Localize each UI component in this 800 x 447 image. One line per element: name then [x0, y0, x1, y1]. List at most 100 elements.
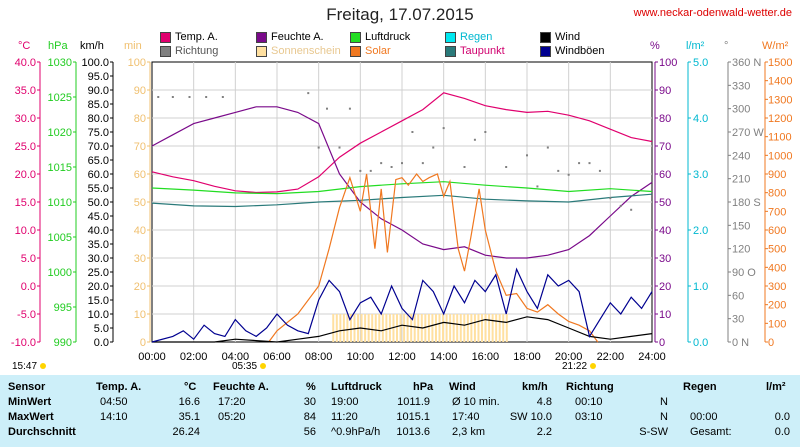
y-tick-label-humidity: 40 — [659, 225, 671, 237]
y-tick-label-temp: 35.0 — [15, 85, 36, 97]
y-tick-label-wind: 60.0 — [88, 169, 109, 181]
header-humidity: Feuchte A. — [213, 381, 269, 393]
y-tick-label-pressure: 1030 — [48, 57, 72, 69]
y-tick-label-pressure: 995 — [54, 302, 72, 314]
y-tick-label-direction: 30 — [732, 314, 744, 326]
point-richtung — [557, 169, 560, 172]
series-feuchte-a- — [151, 106, 653, 259]
sun-icon — [39, 363, 46, 370]
point-richtung — [473, 138, 476, 141]
point-richtung — [369, 169, 372, 172]
legend-swatch — [540, 45, 551, 57]
legend-solar: Solar — [350, 45, 391, 57]
point-richtung — [317, 146, 320, 149]
sunrise-icon — [259, 363, 266, 370]
unit-rain: l/m² — [686, 40, 705, 52]
legend-label: Regen — [460, 31, 493, 43]
point-richtung — [338, 146, 341, 149]
legend-label: Temp. A. — [175, 31, 218, 43]
y-tick-label-pressure: 1010 — [48, 197, 72, 209]
point-richtung — [326, 107, 328, 110]
point-richtung — [546, 146, 549, 149]
legend-humidity: Feuchte A. — [256, 31, 324, 43]
point-richtung — [221, 96, 224, 98]
header-wind-unit: km/h — [522, 381, 548, 393]
y-tick-label-humidity: 10 — [659, 309, 671, 321]
y-tick-label-rain: 2.0 — [693, 225, 708, 237]
x-tick-label: 04:00 — [222, 351, 250, 363]
y-tick-label-direction: 150 — [732, 220, 750, 232]
sunset-label: 21:22 — [562, 361, 588, 372]
y-tick-label-solar: 400 — [768, 262, 786, 274]
stats-row: Durchschnitt 26.24 56 ^0.9hPa/h 1013.6 2,3 km… — [0, 426, 800, 440]
point-richtung — [401, 162, 403, 165]
header-pressure-unit: hPa — [413, 381, 434, 393]
y-tick-label-temp: 5.0 — [21, 253, 36, 265]
stats-cell: 00:10 — [575, 396, 603, 408]
stats-cell: 35.1 — [178, 411, 200, 423]
stats-cell: 30 — [303, 396, 316, 408]
stats-cell: SW 10.0 — [509, 411, 552, 423]
unit-direction: ° — [724, 40, 729, 52]
stats-cell: 1015.1 — [396, 411, 430, 423]
legend-label: Feuchte A. — [271, 31, 324, 43]
y-tick-label-temp: 40.0 — [15, 57, 36, 69]
stats-cell: 4.8 — [536, 396, 552, 408]
point-richtung — [598, 169, 601, 172]
x-tick-label: 16:00 — [472, 351, 500, 363]
point-richtung — [307, 92, 310, 95]
stats-cell: Gesamt: — [690, 426, 732, 438]
y-tick-label-solar: 600 — [768, 225, 786, 237]
y-tick-label-direction: 270 W — [732, 127, 764, 139]
y-tick-label-humidity: 0 — [659, 337, 665, 349]
point-richtung — [463, 166, 466, 168]
header-direction: Richtung — [566, 381, 614, 393]
stats-row: MinWert 04:50 16.6 17:20 30 19:00 1011.9 Ø 10 m… — [0, 396, 800, 410]
header-rain-unit: l/m² — [766, 381, 786, 393]
point-richtung — [619, 204, 622, 207]
y-tick-label-solar: 1000 — [768, 150, 792, 162]
y-tick-label-wind: 20.0 — [88, 281, 109, 293]
y-tick-label-wind: 50.0 — [88, 197, 109, 209]
unit-sun: min — [124, 40, 142, 52]
website-link[interactable]: www.neckar-odenwald-wetter.de — [633, 7, 792, 19]
stats-cell: 00:00 — [690, 411, 718, 423]
y-tick-label-wind: 30.0 — [88, 253, 109, 265]
legend-dewpoint: Taupunkt — [445, 45, 505, 57]
x-tick-label: 06:00 — [263, 351, 291, 363]
stats-cell: 03:10 — [575, 411, 603, 423]
y-tick-label-solar: 1200 — [768, 113, 792, 125]
y-tick-label-wind: 10.0 — [88, 309, 109, 321]
legend-pressure: Luftdruck — [350, 31, 410, 43]
y-tick-label-solar: 200 — [768, 300, 786, 312]
y-tick-label-rain: 0.0 — [693, 337, 708, 349]
y-tick-label-humidity: 80 — [659, 113, 671, 125]
stats-cell: 56 — [303, 426, 316, 438]
y-tick-label-sun: 40 — [134, 225, 146, 237]
legend-direction: Richtung — [160, 45, 218, 57]
point-richtung — [505, 166, 508, 168]
unit-humidity: % — [650, 40, 660, 52]
stats-row-label: MaxWert — [8, 411, 54, 423]
legend-label: Luftdruck — [365, 31, 411, 43]
y-tick-label-solar: 1500 — [768, 57, 792, 69]
y-tick-label-solar: 700 — [768, 206, 786, 218]
series-temp-a- — [151, 92, 653, 194]
y-tick-label-wind: 80.0 — [88, 113, 109, 125]
stats-cell: N — [660, 411, 668, 423]
y-tick-label-wind: 0.0 — [94, 337, 109, 349]
stats-cell: 11:20 — [331, 411, 358, 423]
y-tick-label-sun: 10 — [134, 309, 146, 321]
legend-wind: Wind — [540, 31, 580, 43]
y-tick-label-sun: 30 — [134, 253, 146, 265]
point-richtung — [536, 185, 539, 188]
y-tick-label-humidity: 90 — [659, 85, 671, 97]
y-tick-label-solar: 1300 — [768, 94, 792, 106]
stats-row-label: MinWert — [8, 396, 52, 408]
stats-cell: 0.0 — [774, 411, 790, 423]
legend-label: Taupunkt — [460, 45, 505, 57]
y-tick-label-solar: 300 — [768, 281, 786, 293]
stats-cell: 84 — [303, 411, 316, 423]
stats-cell: 1011.9 — [397, 396, 430, 408]
y-tick-label-temp: -5.0 — [17, 309, 36, 321]
